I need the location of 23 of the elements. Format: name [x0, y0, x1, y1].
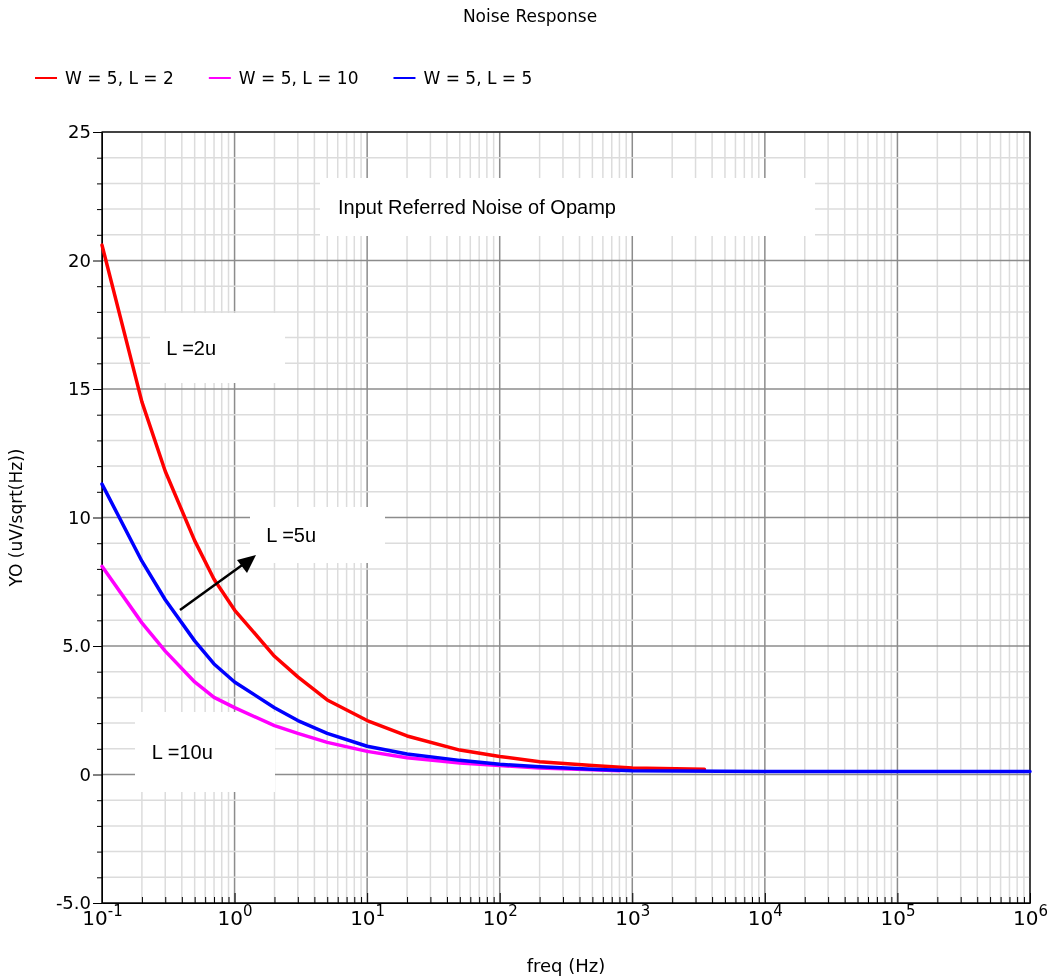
annotation: Input Referred Noise of Opamp	[338, 196, 616, 218]
annotation: L =10u	[151, 741, 213, 763]
x-tick-label: 10$^{5}$	[880, 902, 916, 931]
y-tick-label: 20	[68, 249, 91, 271]
x-tick-label: 10$^{0}$	[217, 902, 253, 931]
y-tick-label: 25	[68, 121, 91, 143]
x-tick-label: 10$^{2}$	[482, 902, 518, 931]
x-tick-label: 10$^{1}$	[350, 902, 386, 931]
y-tick-label: 5.0	[62, 635, 91, 657]
y-axis-title: YO (uV/sqrt(Hz))	[6, 448, 26, 588]
y-tick-label: 15	[68, 378, 91, 400]
x-tick-label: 10$^{4}$	[747, 902, 783, 931]
x-axis-title: freq (Hz)	[526, 955, 606, 976]
y-tick-label: 0	[79, 763, 91, 785]
annotation: L =5u	[266, 524, 317, 546]
legend-label: W = 5, L = 2	[65, 67, 174, 88]
y-tick-label: 10	[68, 506, 91, 528]
annotation: L =2u	[166, 337, 217, 359]
chart-title: Noise Response	[462, 6, 598, 26]
x-tick-label: 10$^{6}$	[1013, 902, 1048, 931]
legend-label: W = 5, L = 5	[423, 67, 533, 88]
legend-label: W = 5, L = 10	[238, 67, 359, 88]
x-tick-label: 10$^{3}$	[615, 902, 651, 931]
